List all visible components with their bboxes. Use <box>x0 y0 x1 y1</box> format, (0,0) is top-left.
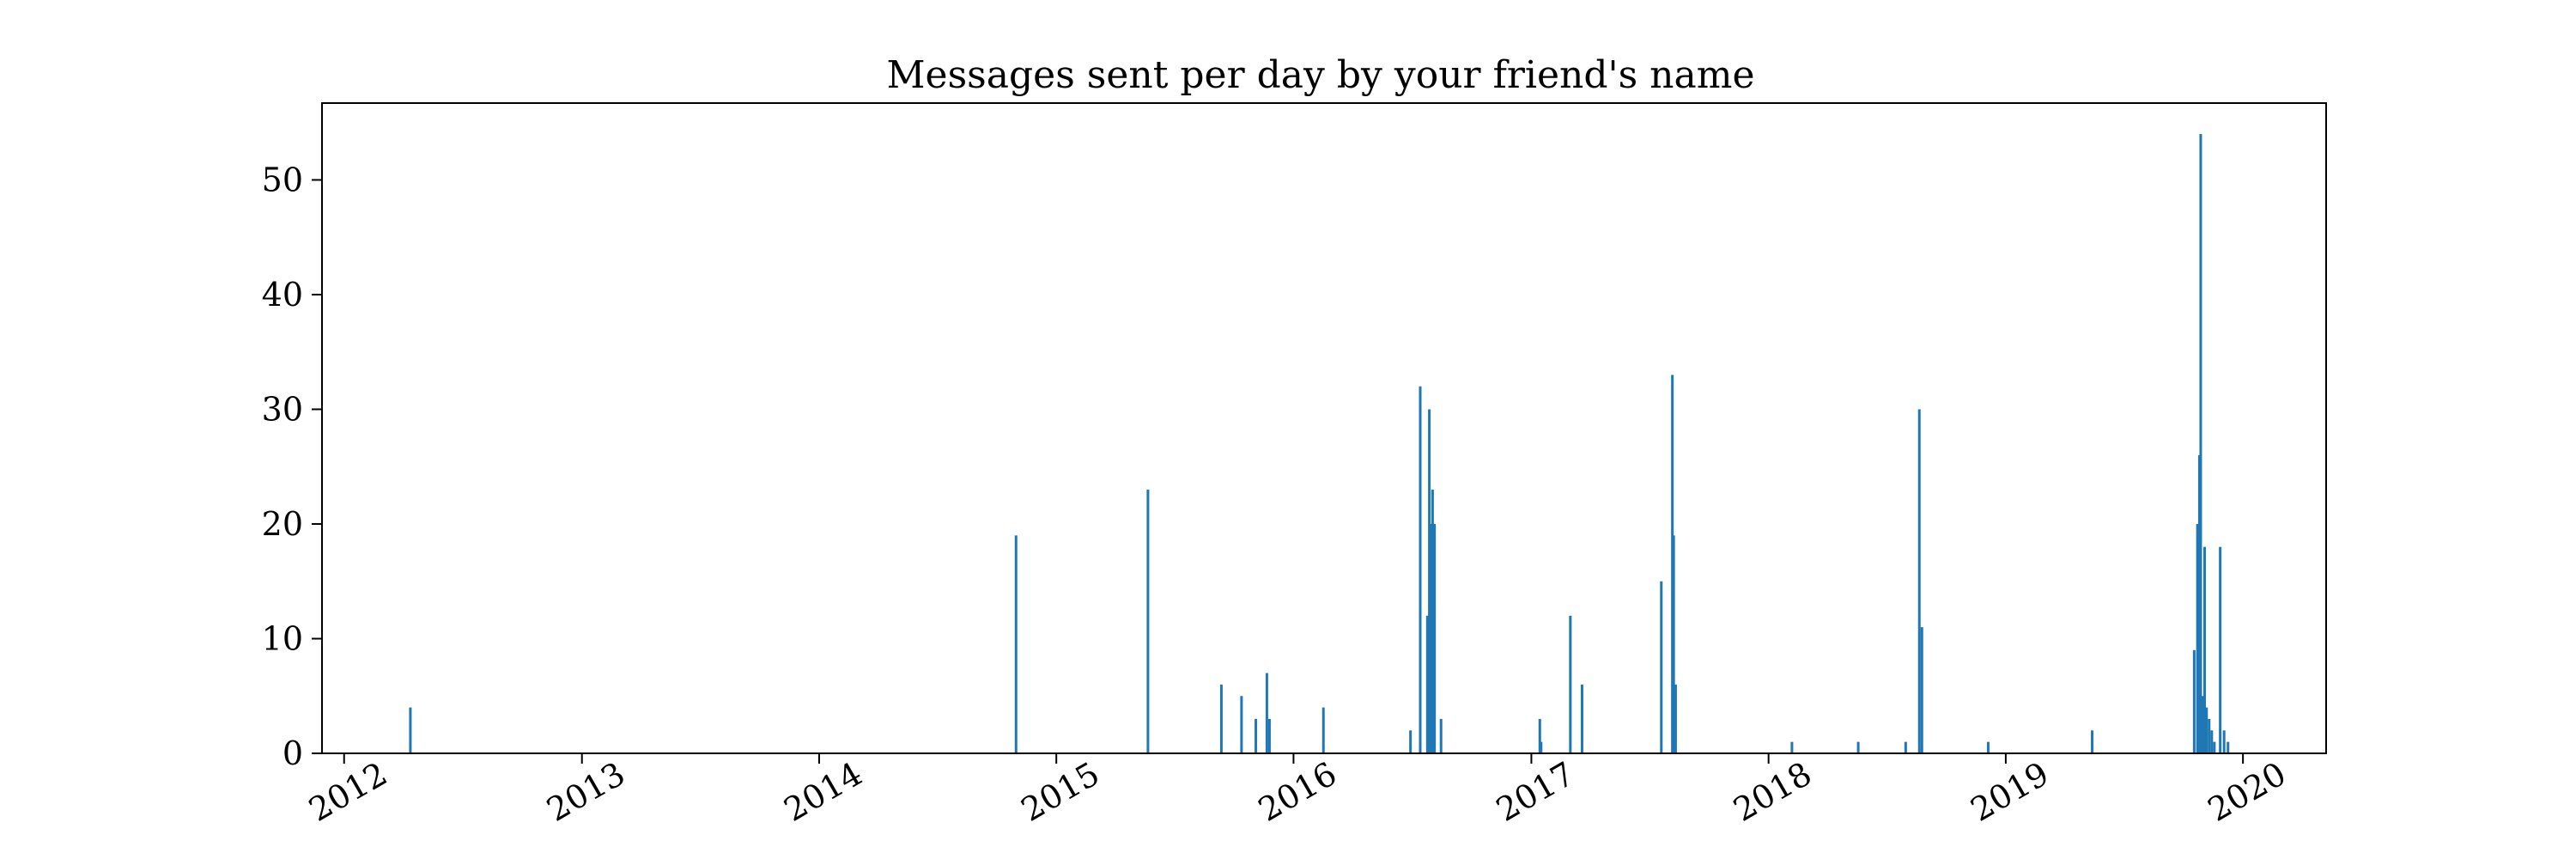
bar <box>2197 454 2201 753</box>
bar <box>2227 741 2230 753</box>
bar <box>1428 409 1431 753</box>
x-tick-label: 2020 <box>2202 754 2293 828</box>
bar <box>2208 718 2211 753</box>
bar <box>1920 627 1923 753</box>
bar <box>2202 546 2206 753</box>
y-tick-label: 30 <box>262 390 303 428</box>
bar <box>2219 546 2222 753</box>
bar <box>1674 684 1677 753</box>
bar <box>1672 535 1675 753</box>
bar <box>1219 684 1223 753</box>
bar <box>1538 718 1541 753</box>
bars-layer <box>409 134 2230 754</box>
bar <box>1419 386 1422 753</box>
y-tick-label: 50 <box>262 161 303 198</box>
bar <box>2196 523 2199 753</box>
bar <box>2210 730 2214 753</box>
x-axis: 2012 2013 2014 2015 2016 2017 2018 2019 2020 <box>302 753 2293 829</box>
bar <box>2205 707 2208 753</box>
x-tick-label: 2017 <box>1490 754 1581 828</box>
y-axis: 0 10 20 30 40 50 <box>262 161 322 772</box>
bar <box>1580 684 1583 753</box>
x-tick-label: 2018 <box>1727 754 1818 828</box>
bar <box>2091 730 2094 753</box>
bar <box>1014 535 1018 753</box>
bar <box>2199 134 2202 754</box>
x-tick-label: 2012 <box>302 754 393 828</box>
bar <box>1146 489 1150 753</box>
x-tick-label: 2014 <box>778 754 869 828</box>
x-tick-label: 2019 <box>1965 754 2056 828</box>
x-tick-label: 2013 <box>540 754 631 828</box>
bar <box>1986 741 1990 753</box>
bar <box>1433 523 1437 753</box>
bar <box>2201 696 2204 753</box>
bar <box>1569 615 1572 753</box>
bar <box>1425 615 1429 753</box>
bar <box>1265 673 1268 753</box>
bar <box>2192 649 2196 753</box>
y-tick-label: 0 <box>283 734 303 772</box>
bar <box>1439 718 1443 753</box>
bar <box>1790 741 1794 753</box>
y-tick-label: 20 <box>262 505 303 543</box>
chart-title: Messages sent per day by your friend's n… <box>887 53 1755 97</box>
bar <box>409 707 412 753</box>
bar <box>1671 375 1674 753</box>
bar <box>1431 489 1434 753</box>
bar <box>1409 730 1413 753</box>
bar <box>1917 409 1921 753</box>
bar <box>1856 741 1860 753</box>
bar <box>1240 696 1243 753</box>
bar <box>2222 730 2226 753</box>
x-tick-label: 2016 <box>1252 754 1343 828</box>
bar <box>1660 581 1663 753</box>
bar <box>1267 718 1271 753</box>
bar <box>1255 718 1258 753</box>
bar <box>1540 741 1543 753</box>
plot-frame <box>321 102 2327 754</box>
bar <box>1321 707 1325 753</box>
y-tick-label: 40 <box>262 276 303 314</box>
bar <box>1430 523 1433 753</box>
bar <box>2213 741 2216 753</box>
y-tick-label: 10 <box>262 619 303 657</box>
bar <box>1904 741 1907 753</box>
x-tick-label: 2015 <box>1015 754 1106 828</box>
